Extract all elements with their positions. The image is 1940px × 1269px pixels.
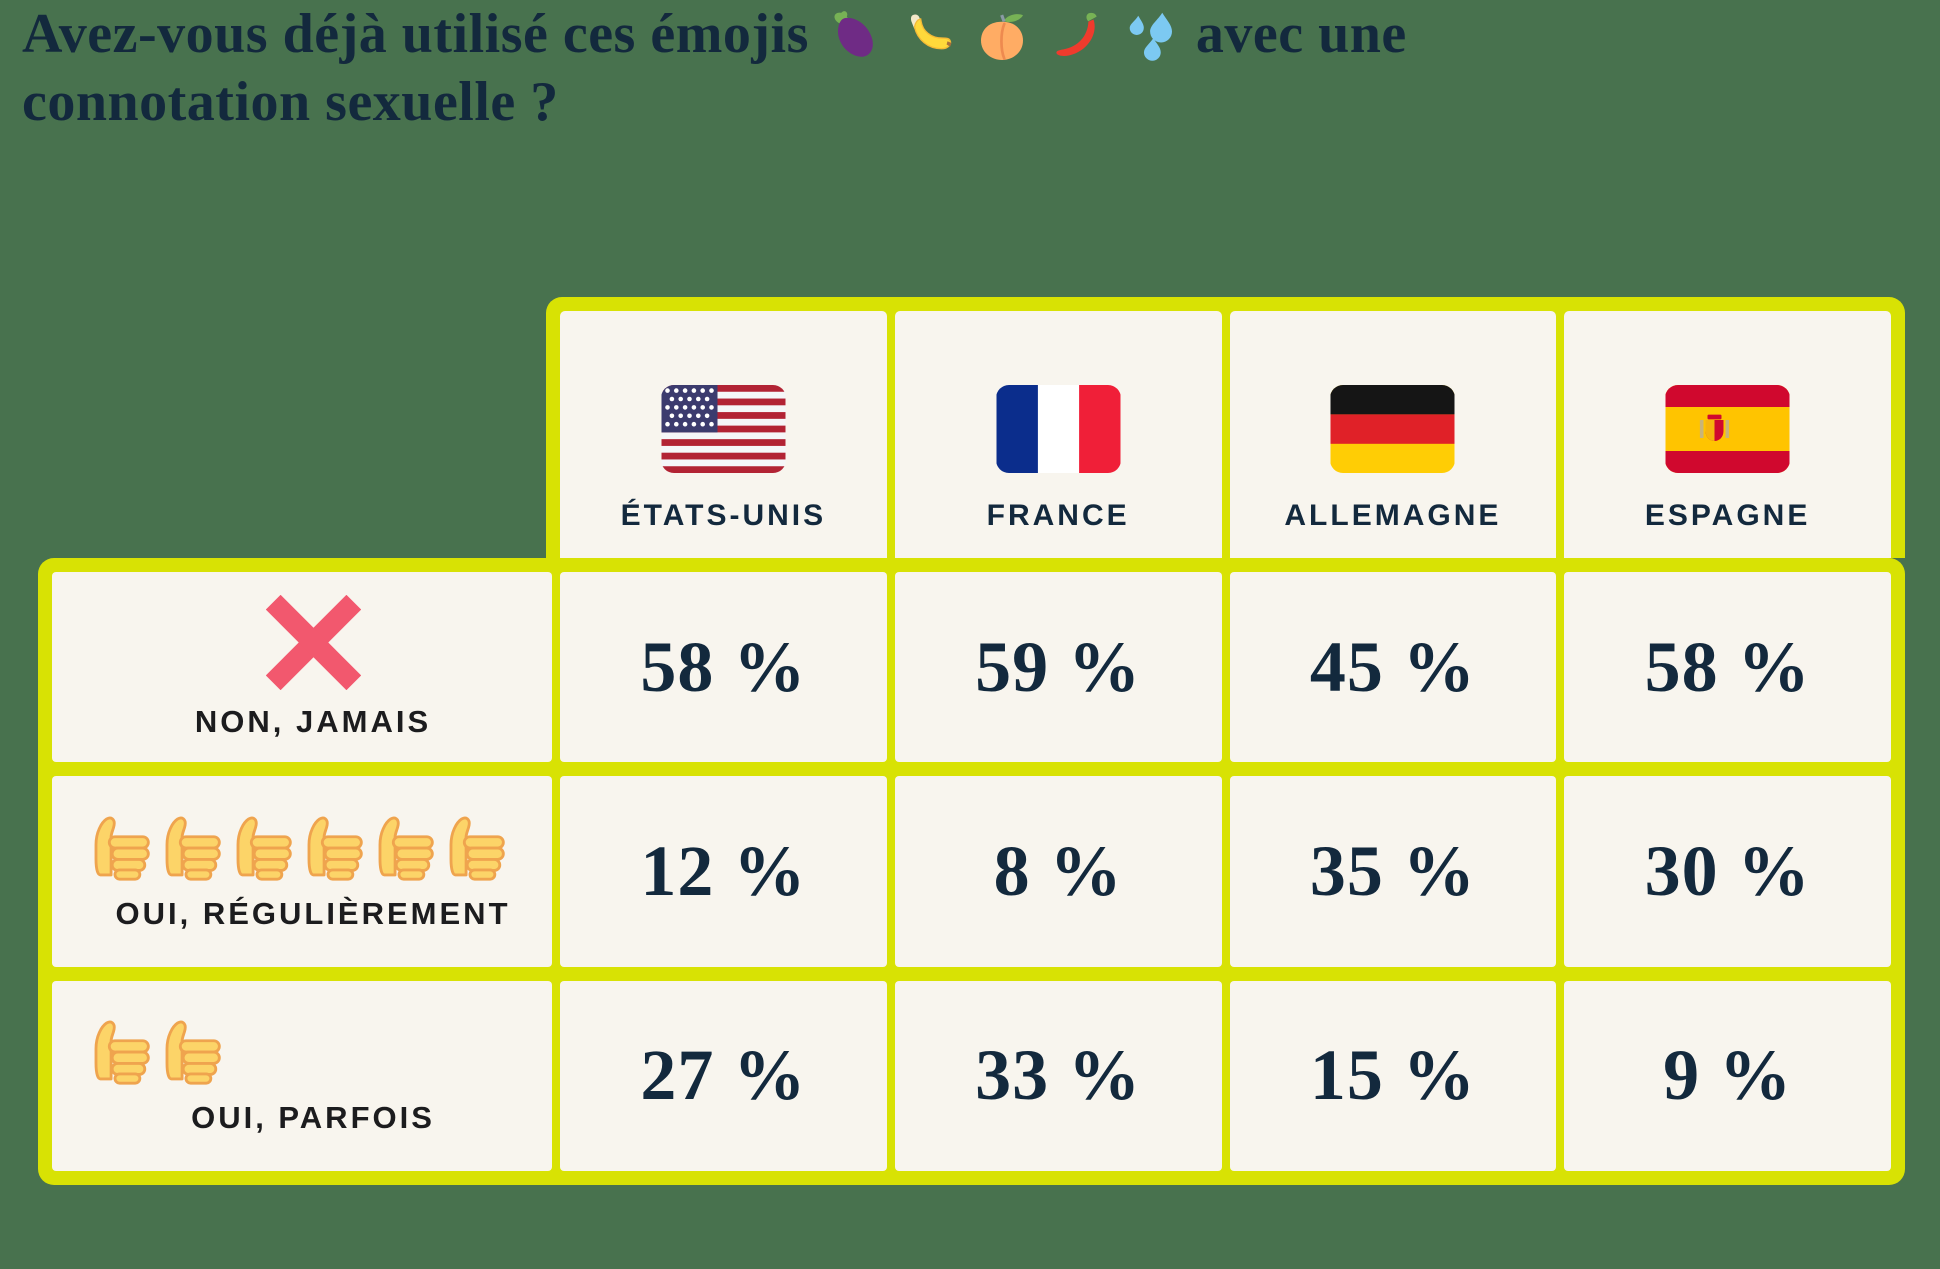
france-flag-icon [996, 385, 1121, 473]
title-text-after-emojis: avec une [1195, 3, 1407, 65]
page-title: Avez-vous déjà utilisé ces émojis avec u… [22, 0, 1407, 136]
table-cell-non-jamais-france: 59 % [894, 572, 1222, 763]
thumbs-up-icon [88, 811, 159, 882]
table-header: ÉTATS-UNIS FRANCE ALLEMAGNE ESPAGNE [546, 297, 1905, 558]
row-icon-row [88, 811, 538, 882]
table-cell-oui-regulierement-france: 8 % [894, 776, 1222, 967]
thumbs-up-icon [301, 811, 372, 882]
united-states-flag-icon [661, 385, 786, 473]
percentage-value: 15 % [1309, 1035, 1476, 1116]
thumbs-up-icon [88, 1015, 159, 1086]
percentage-value: 45 % [1309, 626, 1476, 707]
column-header-espagne: ESPAGNE [1564, 311, 1891, 558]
row-header-oui-parfois: OUI, PARFOIS [52, 980, 552, 1171]
table-cell-oui-parfois-allemagne: 15 % [1229, 980, 1557, 1171]
row-label: NON, JAMAIS [194, 703, 432, 739]
title-text-before-emojis: Avez-vous déjà utilisé ces émojis [22, 3, 809, 65]
column-header-allemagne: ALLEMAGNE [1229, 311, 1557, 558]
column-label: ALLEMAGNE [1284, 499, 1502, 532]
table-cell-oui-regulierement-espagne: 30 % [1564, 776, 1891, 967]
table-cell-non-jamais-allemagne: 45 % [1229, 572, 1557, 763]
column-header-etats-unis: ÉTATS-UNIS [560, 311, 887, 558]
column-label: ÉTATS-UNIS [620, 499, 827, 532]
percentage-value: 58 % [1644, 626, 1811, 707]
percentage-value: 35 % [1309, 830, 1476, 911]
row-label: OUI, RÉGULIÈREMENT [115, 895, 511, 931]
column-header-france: FRANCE [894, 311, 1222, 558]
percentage-value: 33 % [975, 1035, 1142, 1116]
table-cell-oui-regulierement-allemagne: 35 % [1229, 776, 1557, 967]
row-icon-row [88, 595, 538, 690]
row-label: OUI, PARFOIS [191, 1100, 435, 1136]
eggplant-emoji-icon [826, 9, 880, 63]
thumbs-up-icon [159, 811, 230, 882]
row-header-oui-regulierement: OUI, RÉGULIÈREMENT [52, 776, 552, 967]
row-header-non-jamais: NON, JAMAIS [52, 572, 552, 763]
title-line-2: connotation sexuelle ? [22, 71, 559, 133]
title-line-1: Avez-vous déjà utilisé ces émojis avec u… [22, 0, 1407, 68]
germany-flag-icon [1330, 385, 1455, 473]
table-cell-non-jamais-espagne: 58 % [1564, 572, 1891, 763]
peach-emoji-icon [975, 9, 1029, 63]
sweat-droplets-emoji-icon [1124, 9, 1178, 63]
spain-flag-icon [1665, 385, 1790, 473]
percentage-value: 12 % [640, 830, 807, 911]
table-body: NON, JAMAIS 58 % 59 % 45 % 58 % OUI, RÉG… [38, 558, 1905, 1185]
hot-pepper-emoji-icon [1050, 9, 1104, 63]
thumbs-up-icon [443, 811, 514, 882]
banana-emoji-icon [901, 9, 955, 63]
row-icon-row [88, 1015, 538, 1086]
thumbs-up-icon [159, 1015, 230, 1086]
table-cell-non-jamais-etats-unis: 58 % [560, 572, 887, 763]
percentage-value: 27 % [640, 1035, 807, 1116]
cross-mark-icon [266, 595, 361, 690]
column-label: FRANCE [986, 499, 1130, 532]
percentage-value: 58 % [640, 626, 807, 707]
percentage-value: 30 % [1644, 830, 1811, 911]
percentage-value: 9 % [1663, 1035, 1793, 1116]
thumbs-up-icon [230, 811, 301, 882]
percentage-value: 8 % [993, 830, 1123, 911]
table-cell-oui-parfois-espagne: 9 % [1564, 980, 1891, 1171]
table-cell-oui-regulierement-etats-unis: 12 % [560, 776, 887, 967]
column-label: ESPAGNE [1644, 499, 1811, 532]
thumbs-up-icon [372, 811, 443, 882]
percentage-value: 59 % [975, 626, 1142, 707]
table-cell-oui-parfois-etats-unis: 27 % [560, 980, 887, 1171]
table-cell-oui-parfois-france: 33 % [894, 980, 1222, 1171]
